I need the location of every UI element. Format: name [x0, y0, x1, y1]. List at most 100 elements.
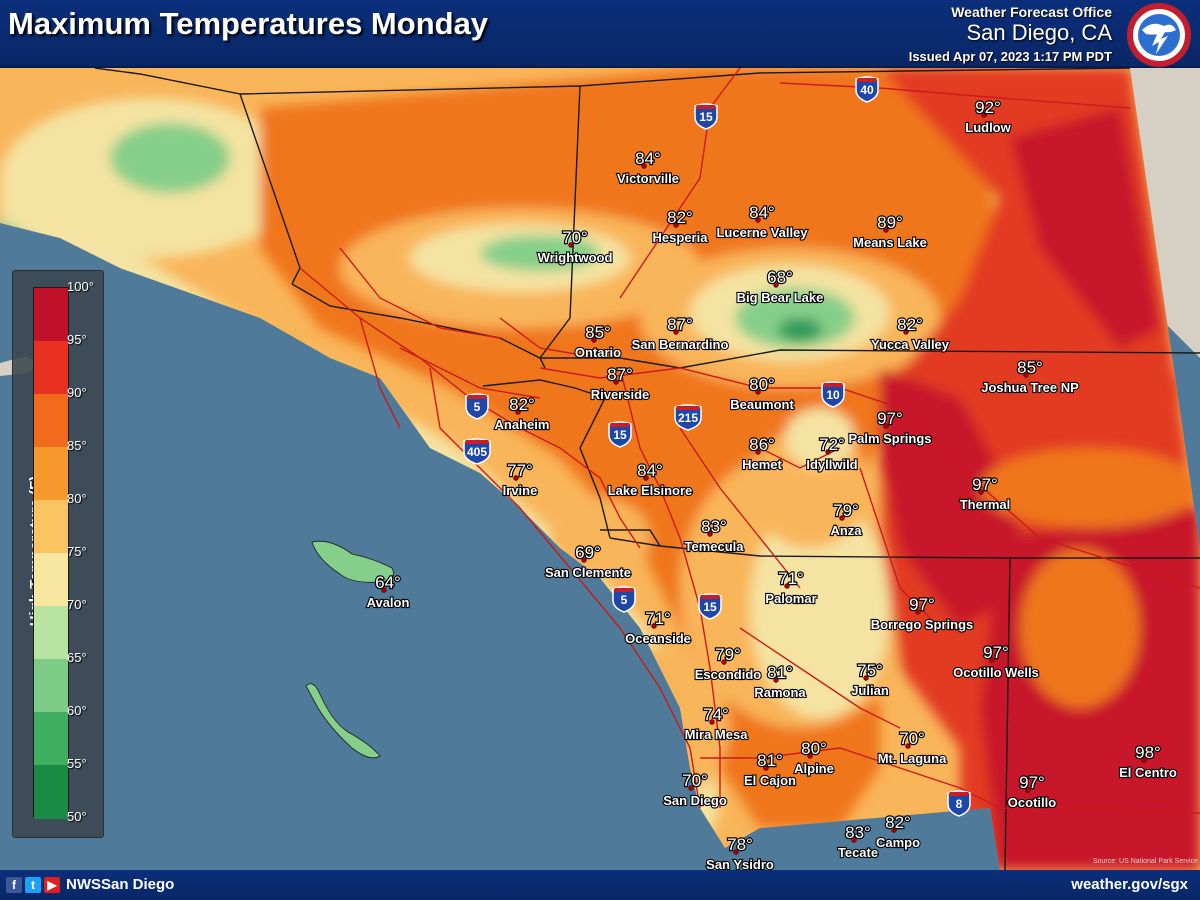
city-temperature: 92° — [975, 98, 1001, 117]
city-marker — [1023, 372, 1029, 378]
city-temperature: 83° — [701, 517, 727, 536]
city-marker — [673, 329, 679, 335]
city-name: Anza — [830, 523, 862, 538]
city-label: 82° Hesperia — [651, 207, 709, 246]
city-name: Alpine — [794, 761, 834, 776]
city-temperature: 83° — [845, 823, 871, 842]
city-label: 79° Escondido — [694, 644, 763, 683]
city-marker — [591, 337, 597, 343]
interstate-number: 5 — [621, 593, 628, 607]
facebook-icon[interactable]: f — [6, 877, 22, 893]
social-handle[interactable]: NWSSan Diego — [66, 876, 175, 893]
office-label: Weather Forecast Office — [951, 4, 1112, 20]
city-label: 80° Alpine — [793, 738, 835, 777]
city-marker — [1141, 757, 1147, 763]
city-temperature: 70° — [682, 771, 708, 790]
santa-catalina-island — [311, 540, 394, 583]
city-temperature: 87° — [667, 315, 693, 334]
city-name: Beaumont — [730, 397, 794, 412]
city-marker — [863, 675, 869, 681]
city-temperature: 80° — [749, 375, 775, 394]
interstate-shield-icon: 215 — [674, 404, 702, 431]
city-temperature: 97° — [983, 643, 1009, 662]
city-marker — [613, 379, 619, 385]
city-marker — [581, 557, 587, 563]
city-label: 71° Palomar — [764, 568, 818, 607]
city-marker — [851, 837, 857, 843]
city-marker — [1025, 787, 1031, 793]
twitter-icon[interactable]: t — [25, 877, 41, 893]
legend-tick-label: 95° — [67, 332, 87, 347]
interstate-number: 10 — [826, 388, 840, 402]
city-name: Yucca Valley — [871, 337, 950, 352]
legend-swatch — [34, 341, 68, 395]
city-label: 82° Anaheim — [493, 394, 550, 433]
city-name: Anaheim — [495, 417, 550, 432]
city-marker — [755, 389, 761, 395]
city-marker — [915, 609, 921, 615]
interstate-shield-icon: 10 — [821, 381, 845, 408]
interstate-number: 15 — [703, 600, 717, 614]
city-temperature: 77° — [507, 461, 533, 480]
legend-tick-label: 85° — [67, 438, 87, 453]
city-name: Mt. Laguna — [878, 751, 947, 766]
city-temperature: 97° — [877, 409, 903, 428]
city-temperature: 71° — [778, 569, 804, 588]
city-name: Hesperia — [653, 230, 709, 245]
city-temperature: 82° — [667, 208, 693, 227]
city-marker — [673, 222, 679, 228]
city-marker — [773, 282, 779, 288]
city-label: 70° Mt. Laguna — [877, 728, 949, 767]
legend-swatch — [34, 712, 68, 766]
city-marker — [763, 765, 769, 771]
city-name: Joshua Tree NP — [981, 380, 1079, 395]
interstate-shield-icon: 15 — [694, 103, 718, 130]
interstate-shield-icon: 405 — [463, 438, 491, 465]
city-marker — [784, 583, 790, 589]
interstate-shield-icon: 40 — [855, 76, 879, 103]
city-name: Thermal — [960, 497, 1011, 512]
city-marker — [981, 112, 987, 118]
city-name: Palomar — [765, 591, 816, 606]
city-temperature: 69° — [575, 543, 601, 562]
map-canvas: 40 15 10 5 405 215 15 5 15 8 92° Ludlow 84° Victorvi… — [0, 68, 1200, 870]
city-label: 83° Tecate — [837, 822, 879, 861]
city-temperature: 85° — [585, 323, 611, 342]
legend-color-bar — [33, 287, 69, 819]
city-temperature: 97° — [909, 595, 935, 614]
city-temperature: 81° — [767, 663, 793, 682]
legend-tick-label: 65° — [67, 650, 87, 665]
youtube-icon[interactable]: ▶ — [44, 877, 60, 893]
social-icons: f t ▶ — [6, 877, 60, 893]
legend-swatch — [34, 394, 68, 448]
city-marker — [651, 623, 657, 629]
header-bar: Maximum Temperatures Monday Weather Fore… — [0, 0, 1200, 68]
city-label: 81° El Cajon — [743, 750, 797, 789]
city-name: Ramona — [754, 685, 806, 700]
interstate-number: 8 — [956, 797, 963, 811]
city-marker — [773, 677, 779, 683]
city-labels: 92° Ludlow 84° Victorville 82° Hesperia 84° Luc… — [365, 97, 1178, 870]
san-clemente-island — [305, 683, 381, 759]
city-name: Borrego Springs — [871, 617, 974, 632]
website-link[interactable]: weather.gov/sgx — [1071, 876, 1188, 893]
city-name: San Bernardino — [632, 337, 729, 352]
city-marker — [641, 163, 647, 169]
city-name: Means Lake — [853, 235, 927, 250]
city-label: 69° San Clemente — [544, 542, 632, 581]
interstate-number: 15 — [699, 110, 713, 124]
legend-swatch — [34, 288, 68, 342]
city-marker — [903, 329, 909, 335]
city-label: 72° Idyllwild — [805, 434, 859, 473]
city-marker — [513, 475, 519, 481]
city-temperature: 84° — [635, 149, 661, 168]
city-name: Wrightwood — [538, 250, 613, 265]
city-name: Temecula — [684, 539, 744, 554]
city-marker — [688, 785, 694, 791]
city-label: 97° Thermal — [959, 474, 1012, 513]
city-marker — [905, 743, 911, 749]
city-label: 97° Ocotillo Wells — [952, 642, 1040, 681]
city-name: Oceanside — [625, 631, 691, 646]
legend-tick-label: 75° — [67, 544, 87, 559]
city-marker — [515, 409, 521, 415]
